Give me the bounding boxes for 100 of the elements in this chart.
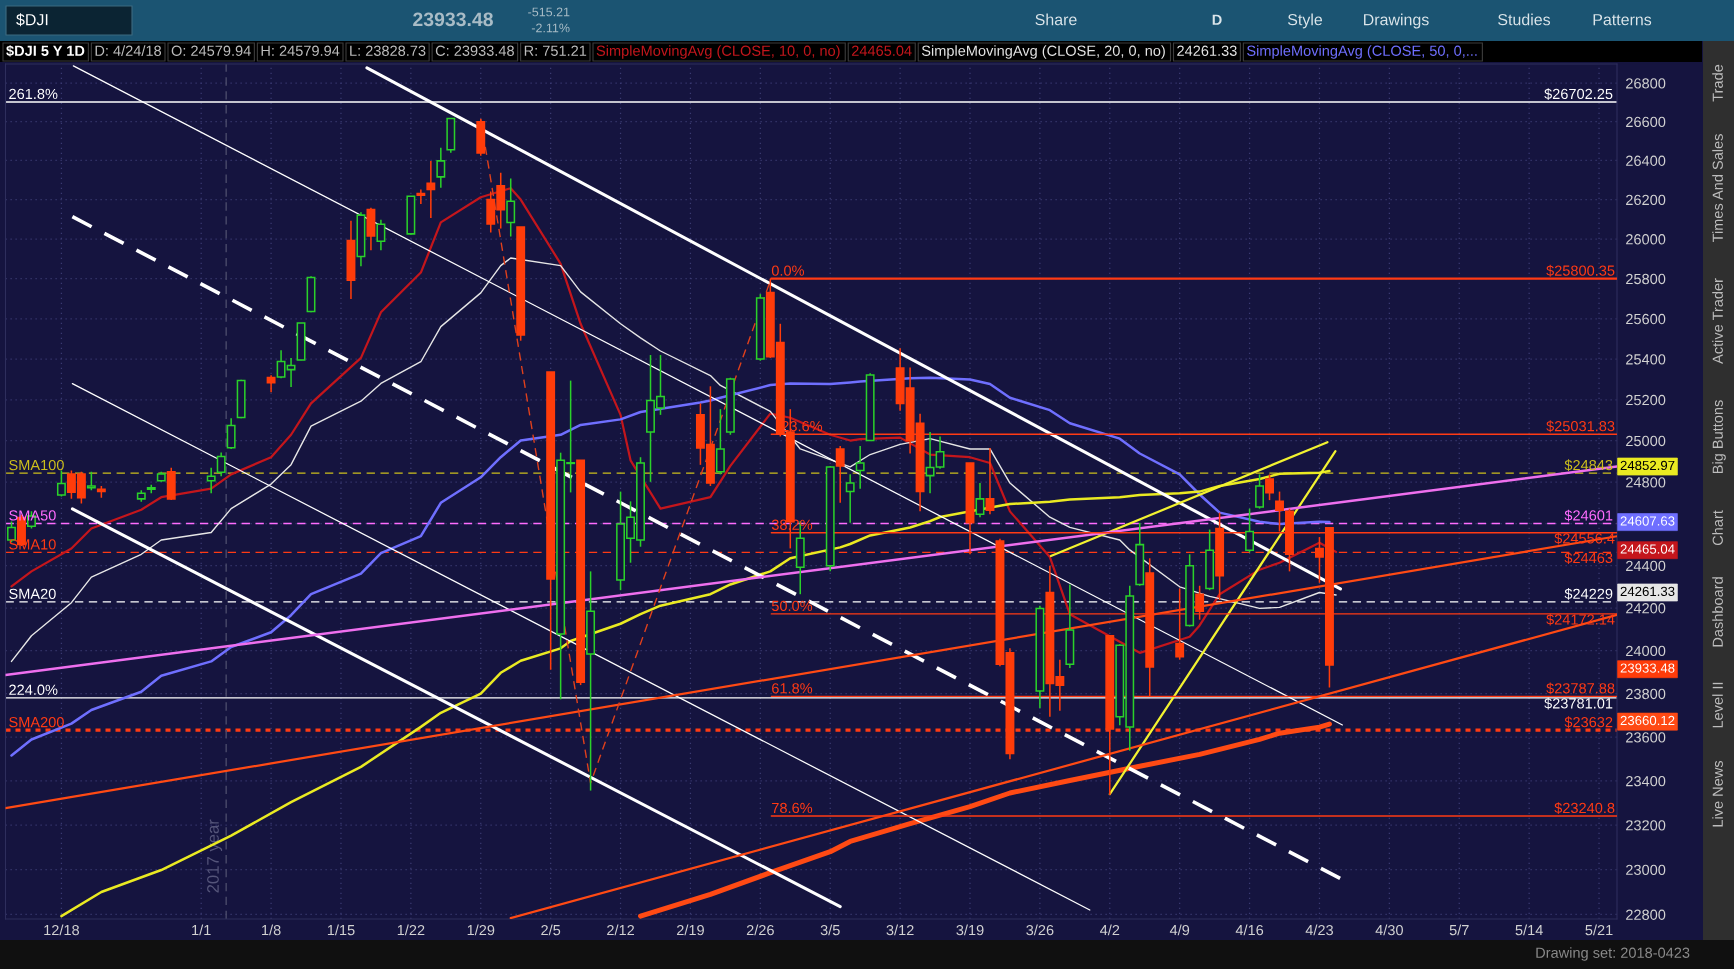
annotation: $23240.8 xyxy=(1554,802,1615,814)
x-tick-label: 3/26 xyxy=(1026,924,1054,936)
y-tick-label: 26200 xyxy=(1626,194,1666,206)
ref-line-label: $24229 xyxy=(1564,588,1613,600)
text: Level II xyxy=(1712,682,1723,728)
ref-line-label: $26702.25 xyxy=(1544,88,1613,100)
x-tick-label: 5/21 xyxy=(1585,924,1613,936)
annotation: SMA100 xyxy=(9,459,64,471)
annotation: $23787.88 xyxy=(1546,682,1615,695)
x-tick-label: 4/16 xyxy=(1235,924,1264,936)
text: -2.11% xyxy=(531,23,570,33)
x-tick-label: 5/14 xyxy=(1515,924,1543,936)
ref-line-label: $23781.01 xyxy=(1544,697,1613,710)
y-tick-label: 23200 xyxy=(1626,820,1666,831)
y-tick-label: 25600 xyxy=(1626,313,1666,325)
annotation: 0.0% xyxy=(771,265,805,276)
y-tick-label: 26800 xyxy=(1626,78,1666,89)
ref-line-label: $23632 xyxy=(1564,716,1613,729)
annotation: SMA20 xyxy=(9,588,56,599)
text: 24261.33 xyxy=(1620,586,1675,597)
chart-title: $DJI 5 Y 1D xyxy=(6,44,85,57)
y-tick-label: 25000 xyxy=(1626,435,1666,447)
ref-line-label: $24601 xyxy=(1564,509,1613,522)
y-tick-label: 23600 xyxy=(1626,732,1666,743)
text: 24261.33 xyxy=(1177,45,1237,56)
text: Dashboard xyxy=(1712,577,1723,647)
text: $DJI xyxy=(16,13,48,27)
x-tick-label: 2/12 xyxy=(607,924,635,936)
text: R: 751.21 xyxy=(524,45,587,56)
text: 24465.04 xyxy=(851,45,912,56)
text: O: 24579.94 xyxy=(171,45,251,56)
ref-line-label: $24843 xyxy=(1564,459,1613,472)
x-tick-label: 1/22 xyxy=(397,924,425,936)
text: Style xyxy=(1287,13,1323,29)
annotation: 78.6% xyxy=(772,802,813,814)
text: D: 4/24/18 xyxy=(95,45,162,56)
text: Times And Sales xyxy=(1712,134,1723,243)
y-tick-label: 23400 xyxy=(1626,775,1666,787)
x-tick-label: 12/18 xyxy=(44,924,80,936)
text: H: 24579.94 xyxy=(261,45,340,56)
annotation: 61.8% xyxy=(772,683,813,694)
annotation: $25800.35 xyxy=(1546,264,1615,277)
x-tick-label: 5/7 xyxy=(1449,924,1469,936)
y-tick-label: 26000 xyxy=(1626,234,1666,245)
text: Patterns xyxy=(1593,14,1652,26)
x-tick-label: 2/19 xyxy=(676,924,704,936)
x-tick-label: 1/8 xyxy=(262,924,281,936)
text: C: 23933.48 xyxy=(435,45,514,56)
text: Live News xyxy=(1712,760,1723,827)
x-tick-label: 2/5 xyxy=(541,924,561,936)
text: SimpleMovingAvg (CLOSE, 50, 0,... xyxy=(1247,45,1477,59)
y-tick-label: 24200 xyxy=(1626,603,1666,614)
text: L: 23828.73 xyxy=(350,45,426,56)
y-tick-label: 26400 xyxy=(1626,155,1666,166)
annotation: 261.8% xyxy=(9,88,58,100)
ref-line-label: 2017 year xyxy=(207,819,223,893)
text: 24852.97 xyxy=(1620,460,1675,471)
y-tick-label: 23000 xyxy=(1626,864,1666,875)
y-tick-label: 26600 xyxy=(1626,116,1666,128)
text: 23933.48 xyxy=(413,12,493,27)
x-tick-label: 4/9 xyxy=(1169,924,1190,936)
text: Big Buttons xyxy=(1712,400,1726,474)
y-tick-label: 22800 xyxy=(1626,909,1666,920)
x-tick-label: 1/29 xyxy=(467,924,495,936)
y-tick-label: 25800 xyxy=(1626,273,1666,285)
x-tick-label: 4/23 xyxy=(1305,924,1334,936)
ref-line-label: $24463 xyxy=(1564,552,1613,564)
y-tick-label: 25200 xyxy=(1626,394,1666,406)
text: Chart xyxy=(1712,510,1723,546)
y-tick-label: 24000 xyxy=(1626,645,1666,657)
annotation: SMA200 xyxy=(9,716,64,728)
text: Drawings xyxy=(1364,13,1429,29)
x-tick-label: 1/15 xyxy=(327,924,355,936)
text: 23933.48 xyxy=(1620,663,1675,673)
text: 24607.63 xyxy=(1620,516,1675,526)
text: D xyxy=(1212,14,1222,25)
x-tick-label: 4/30 xyxy=(1375,924,1403,936)
text: SimpleMovingAvg (CLOSE, 10, 0, no) xyxy=(596,45,840,59)
y-tick-label: 24400 xyxy=(1626,560,1666,572)
text: Share xyxy=(1035,13,1077,26)
annotation: $25031.83 xyxy=(1546,420,1615,433)
text: -515.21 xyxy=(528,7,570,17)
x-tick-label: 2/26 xyxy=(746,924,774,936)
text: Studies xyxy=(1498,13,1551,26)
x-tick-label: 1/1 xyxy=(192,924,211,936)
text: SimpleMovingAvg (CLOSE, 20, 0, no) xyxy=(921,45,1165,59)
x-tick-label: 3/12 xyxy=(886,924,914,936)
y-tick-label: 25400 xyxy=(1626,354,1666,365)
text: 24465.04 xyxy=(1620,544,1675,554)
y-tick-label: 23800 xyxy=(1626,688,1666,700)
annotation: 224.0% xyxy=(9,684,58,695)
text: 23660.12 xyxy=(1620,715,1675,726)
y-tick-label: 24800 xyxy=(1626,477,1666,488)
annotation: 50.0% xyxy=(771,600,813,612)
x-tick-label: 4/2 xyxy=(1099,924,1120,936)
text: Trade xyxy=(1712,64,1723,102)
x-tick-label: 3/5 xyxy=(820,924,840,936)
x-tick-label: 3/19 xyxy=(956,924,984,936)
text: Drawing set: 2018-0423 xyxy=(1536,947,1690,961)
text: Active Trader xyxy=(1712,278,1723,364)
